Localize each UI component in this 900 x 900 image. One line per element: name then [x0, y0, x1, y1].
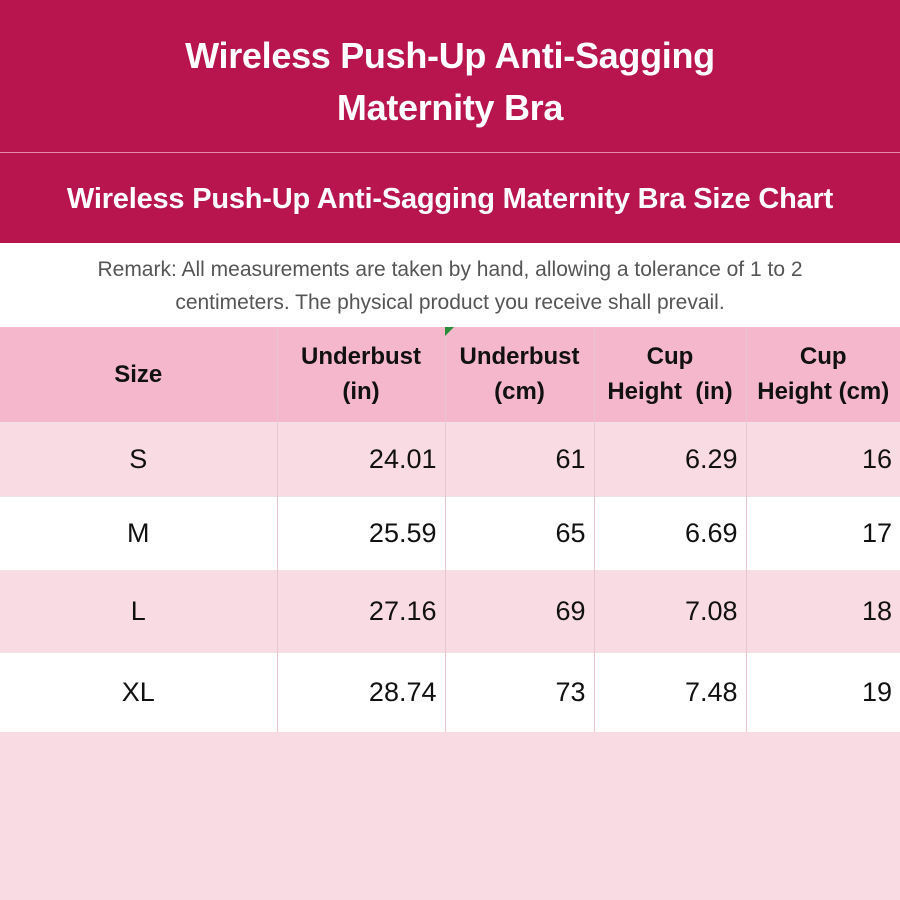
size-chart-title: Wireless Push-Up Anti-Sagging Maternity … — [66, 183, 834, 215]
underbust-cm-cell: 73 — [445, 651, 595, 732]
column-header-line-2: Height (in) — [607, 378, 733, 406]
underbust-cm-cell: 61 — [445, 421, 595, 496]
table-row: M 25.59 65 6.69 17 — [0, 495, 900, 570]
column-header-size: Size — [0, 327, 278, 422]
underbust-in-cell: 24.01 — [277, 421, 446, 496]
remark-band — [0, 243, 900, 327]
column-header-line-2: Height (cm) — [757, 378, 890, 406]
header-banner: Wireless Push-Up Anti-Sagging Maternity … — [0, 0, 900, 243]
size-cell: M — [0, 495, 278, 570]
size-cell: S — [0, 421, 278, 496]
header-divider — [0, 152, 900, 153]
remark-line-1: Remark: All measurements are taken by ha… — [97, 258, 803, 281]
table-header-row: Size Underbust (in) Underbust (cm) Cup H… — [0, 327, 900, 422]
cup-height-in-cell: 7.48 — [594, 651, 747, 732]
page-title: Wireless Push-Up Anti-Sagging Maternity … — [0, 30, 900, 134]
corner-marker — [445, 327, 454, 336]
remark-text: Remark: All measurements are taken by ha… — [40, 253, 860, 319]
cup-height-cm-cell: 16 — [746, 421, 900, 496]
column-header-cup-height-in: Cup Height (in) — [594, 327, 747, 422]
column-header-line-1: Cup — [646, 343, 694, 371]
column-header-line-2: (cm) — [494, 378, 545, 406]
cup-height-in-cell: 7.08 — [594, 569, 747, 652]
table-row: XL 28.74 73 7.48 19 — [0, 651, 900, 732]
underbust-in-cell: 25.59 — [277, 495, 446, 570]
cup-height-cm-cell: 19 — [746, 651, 900, 732]
size-chart-table: Size Underbust (in) Underbust (cm) Cup H… — [0, 327, 900, 732]
column-header-cup-height-cm: Cup Height (cm) — [746, 327, 900, 422]
size-cell: XL — [0, 651, 278, 732]
column-header-line-2: (in) — [342, 378, 380, 406]
column-header-line-1: Underbust — [459, 343, 580, 371]
column-header-underbust-in: Underbust (in) — [277, 327, 446, 422]
cup-height-cm-cell: 18 — [746, 569, 900, 652]
underbust-cm-cell: 69 — [445, 569, 595, 652]
page-title-line-1: Wireless Push-Up Anti-Sagging — [185, 35, 715, 76]
column-header-size-label: Size — [114, 360, 163, 388]
column-header-line-1: Underbust — [301, 343, 421, 371]
cup-height-in-cell: 6.69 — [594, 495, 747, 570]
cup-height-cm-cell: 17 — [746, 495, 900, 570]
underbust-cm-cell: 65 — [445, 495, 595, 570]
underbust-in-cell: 28.74 — [277, 651, 446, 732]
cup-height-in-cell: 6.29 — [594, 421, 747, 496]
underbust-in-cell: 27.16 — [277, 569, 446, 652]
table-row: L 27.16 69 7.08 18 — [0, 569, 900, 652]
column-header-line-1: Cup — [799, 343, 847, 371]
size-cell: L — [0, 569, 278, 652]
remark-line-2: centimeters. The physical product you re… — [175, 291, 725, 314]
table-row: S 24.01 61 6.29 16 — [0, 421, 900, 496]
column-header-underbust-cm: Underbust (cm) — [445, 327, 595, 422]
page-title-line-2: Maternity Bra — [336, 87, 564, 128]
